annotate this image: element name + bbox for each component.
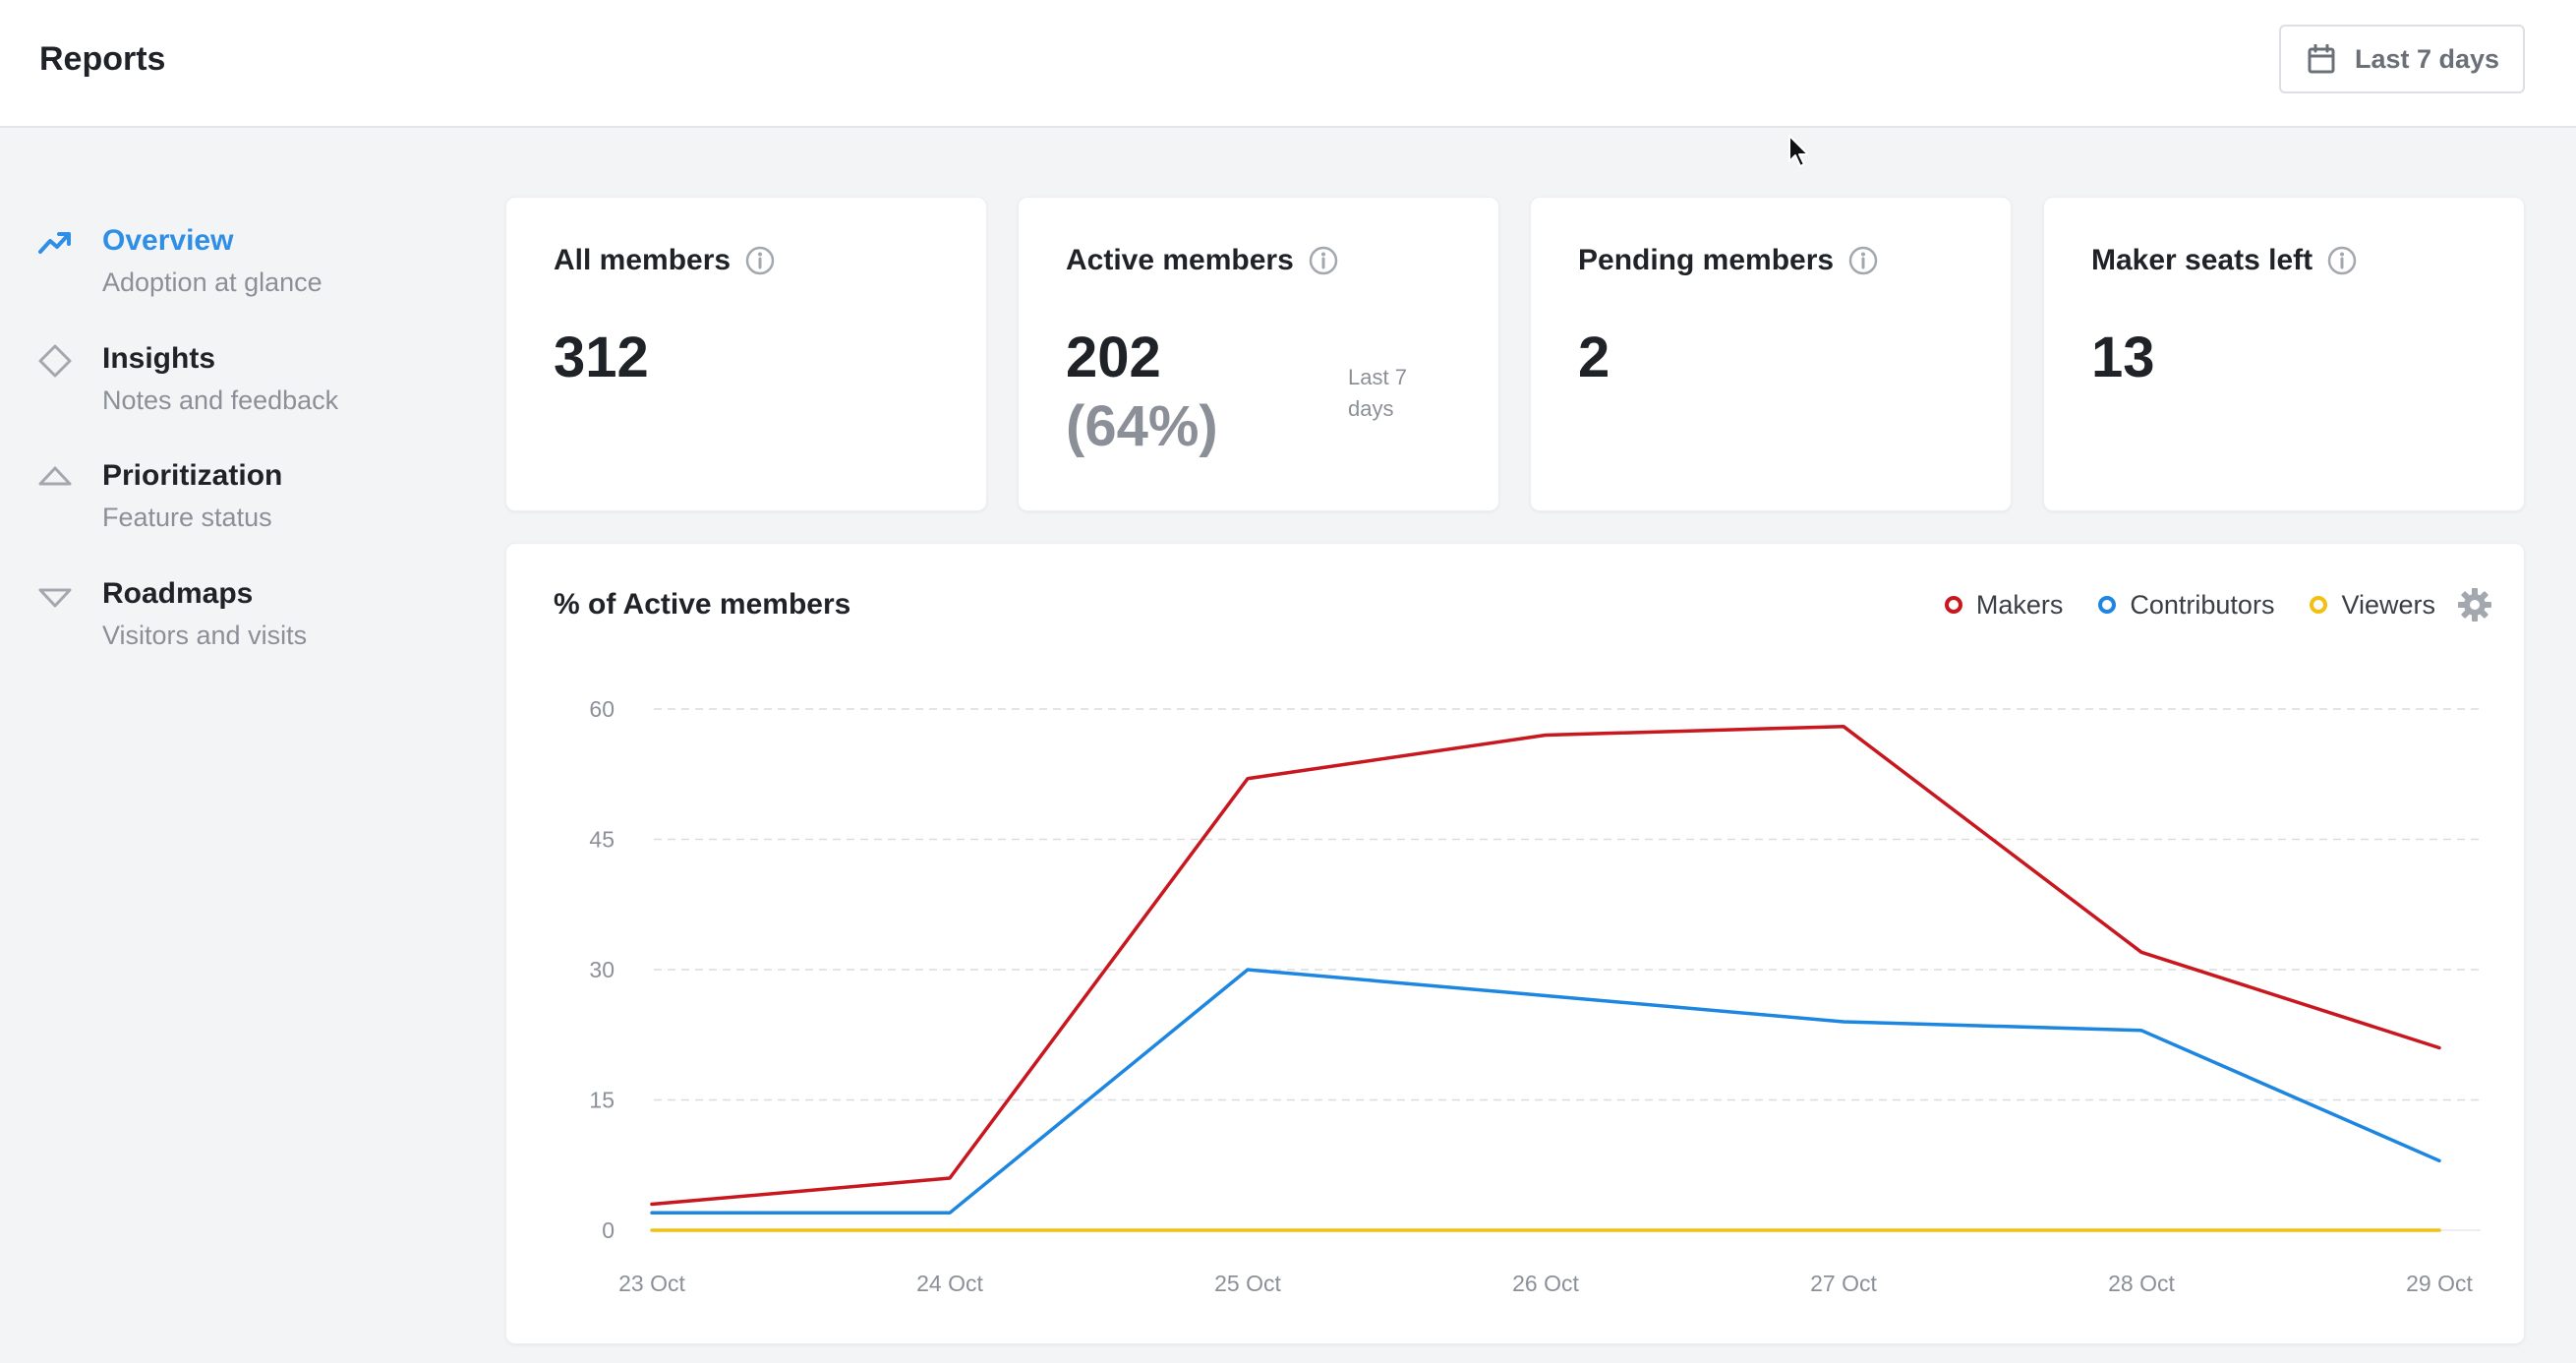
sidebar-item-insights[interactable]: Insights Notes and feedback [37,339,450,447]
stat-label-text: All members [554,244,732,276]
stat-card-active-members: Active members 202 (64%) Last 7 days [1018,197,1499,511]
sidebar-item-subtitle: Feature status [102,503,272,532]
stat-label-text: Active members [1066,244,1294,276]
line-chart: 0 15 30 45 60 23 Oct 24 Oct 25 Oct 26 Oct 27 Oct 2… [589,696,2481,1296]
sidebar-item-overview[interactable]: Overview Adoption at glance [37,221,450,329]
stat-label: Pending members [1578,241,1879,280]
info-icon[interactable] [2326,245,2358,276]
sidebar-item-prioritization[interactable]: Prioritization Feature status [37,456,450,564]
legend-label: Contributors [2130,589,2275,620]
legend-item-makers[interactable]: Makers [1944,589,2064,621]
sidebar-item-subtitle: Notes and feedback [102,385,339,415]
chart-legend: Makers Contributors Viewers [1909,585,2435,624]
stat-period: Last 7 days [1348,365,1407,421]
mouse-cursor-icon [1788,135,1809,167]
stat-card-pending-members: Pending members 2 [1530,197,2012,511]
top-bar: Reports Last 7 days [0,0,2576,128]
sidebar-item-label: Insights [102,342,216,375]
gear-icon[interactable] [2457,587,2492,622]
legend-item-contributors[interactable]: Contributors [2098,590,2274,621]
chart-title: % of Active members [554,588,851,621]
stat-card-maker-seats-left: Maker seats left 13 [2043,197,2525,511]
stat-label-text: Maker seats left [2091,244,2313,276]
sidebar-item-subtitle: Visitors and visits [102,621,308,650]
stat-value: 202 [1066,326,1161,389]
date-range-label: Last 7 days [2355,43,2500,74]
triangle-down-icon [38,588,72,608]
stat-label: Active members [1066,241,1339,280]
page-title: Reports [39,40,166,78]
y-tick-label: 30 [589,957,615,982]
stat-value: 13 [2091,326,2155,389]
legend-dot [1944,596,1962,614]
y-tick-label: 45 [589,827,615,853]
x-tick-label: 29 Oct [2406,1271,2473,1296]
stat-value: 312 [554,326,649,389]
stat-card-all-members: All members 312 [505,197,987,511]
sidebar-item-roadmaps[interactable]: Roadmaps Visitors and visits [37,574,450,682]
y-tick-label: 60 [589,696,615,722]
trend-up-icon [38,232,71,254]
stat-label: Maker seats left [2091,241,2358,280]
stat-label-text: Pending members [1578,244,1835,276]
legend-label: Makers [1975,589,2064,620]
triangle-up-icon [38,466,72,486]
x-tick-label: 26 Oct [1512,1271,1579,1296]
stat-label: All members [554,241,776,280]
date-range-button[interactable]: Last 7 days [2279,25,2525,93]
legend-dot [2098,596,2117,614]
x-tick-label: 28 Oct [2108,1271,2175,1296]
x-tick-label: 25 Oct [1214,1271,1281,1296]
sidebar-item-label: Overview [102,224,234,257]
series-line-makers [650,724,2441,1207]
x-tick-label: 27 Oct [1810,1271,1877,1296]
info-icon[interactable] [744,245,776,276]
calendar-icon [2308,44,2335,74]
x-tick-label: 24 Oct [916,1271,983,1296]
diamond-icon [38,344,72,378]
stat-value: 2 [1578,326,1610,389]
legend-label: Viewers [2341,589,2435,620]
info-icon[interactable] [1847,245,1879,276]
info-icon[interactable] [1308,245,1339,276]
x-tick-label: 23 Oct [618,1271,685,1296]
y-tick-label: 0 [602,1217,615,1243]
series-line-contributors [650,968,2441,1215]
y-tick-label: 15 [589,1088,615,1113]
legend-dot [2310,596,2328,614]
sidebar-item-subtitle: Adoption at glance [102,267,322,297]
sidebar-item-label: Roadmaps [102,577,254,610]
chart-card: 0 15 30 45 60 23 Oct 24 Oct 25 Oct 26 Oct 27 Oct 2… [505,543,2525,1344]
sidebar-item-label: Prioritization [102,459,283,492]
stat-percent: (64%) [1066,394,1218,458]
legend-item-viewers[interactable]: Viewers [2310,590,2435,621]
